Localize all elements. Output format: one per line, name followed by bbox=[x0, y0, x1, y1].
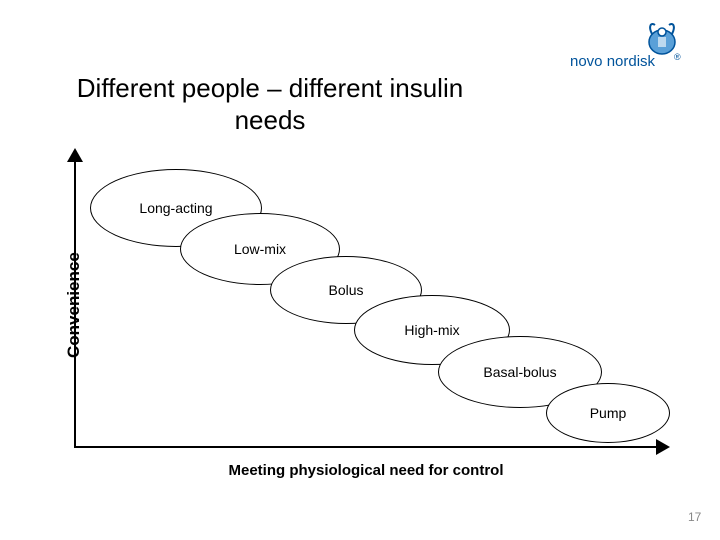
svg-text:®: ® bbox=[674, 52, 681, 62]
y-axis-label-text: Convenience bbox=[64, 252, 83, 358]
slide: Different people – different insulin nee… bbox=[0, 0, 720, 540]
ellipse-label: High-mix bbox=[404, 322, 459, 338]
ellipse-pump: Pump bbox=[546, 383, 670, 443]
ellipse-label: Pump bbox=[590, 405, 627, 421]
ellipse-label: Long-acting bbox=[139, 200, 212, 216]
slide-title: Different people – different insulin nee… bbox=[55, 72, 485, 136]
x-axis-label: Meeting physiological need for control bbox=[74, 462, 658, 479]
ellipse-label: Low-mix bbox=[234, 241, 286, 257]
slide-title-text: Different people – different insulin nee… bbox=[77, 73, 463, 135]
page-number: 17 bbox=[688, 510, 701, 524]
y-axis-label: Convenience bbox=[64, 252, 84, 358]
novo-nordisk-logo: novo nordisk ® bbox=[570, 20, 700, 79]
logo-text: novo nordisk bbox=[570, 53, 656, 70]
x-axis-label-text: Meeting physiological need for control bbox=[228, 462, 503, 479]
y-axis-arrow bbox=[65, 148, 85, 162]
ellipse-label: Bolus bbox=[328, 282, 363, 298]
ellipse-label: Basal-bolus bbox=[483, 364, 556, 380]
x-axis bbox=[74, 446, 658, 448]
page-number-text: 17 bbox=[688, 510, 701, 524]
x-axis-arrow bbox=[656, 437, 670, 457]
